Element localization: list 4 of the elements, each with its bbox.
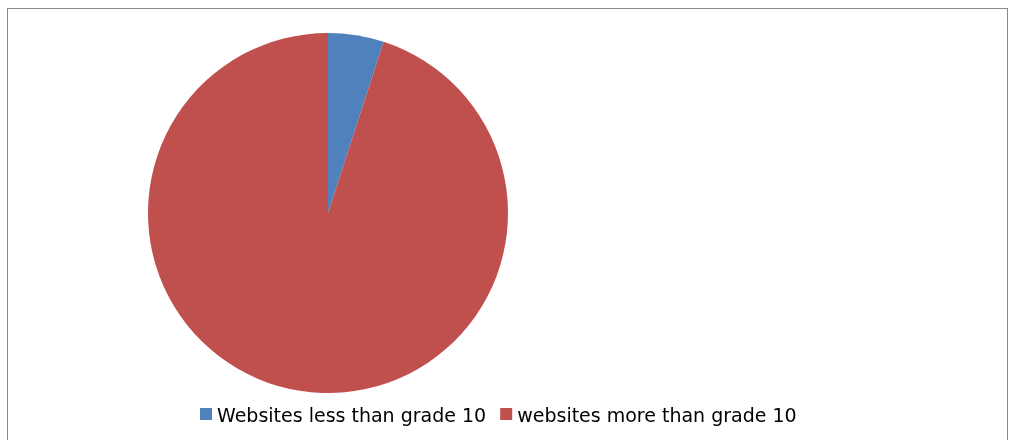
pie-slice [328, 33, 384, 213]
pie-slice [148, 33, 508, 393]
legend-label: Websites less than grade 10 [217, 404, 487, 426]
legend-label: websites more than grade 10 [517, 404, 797, 426]
